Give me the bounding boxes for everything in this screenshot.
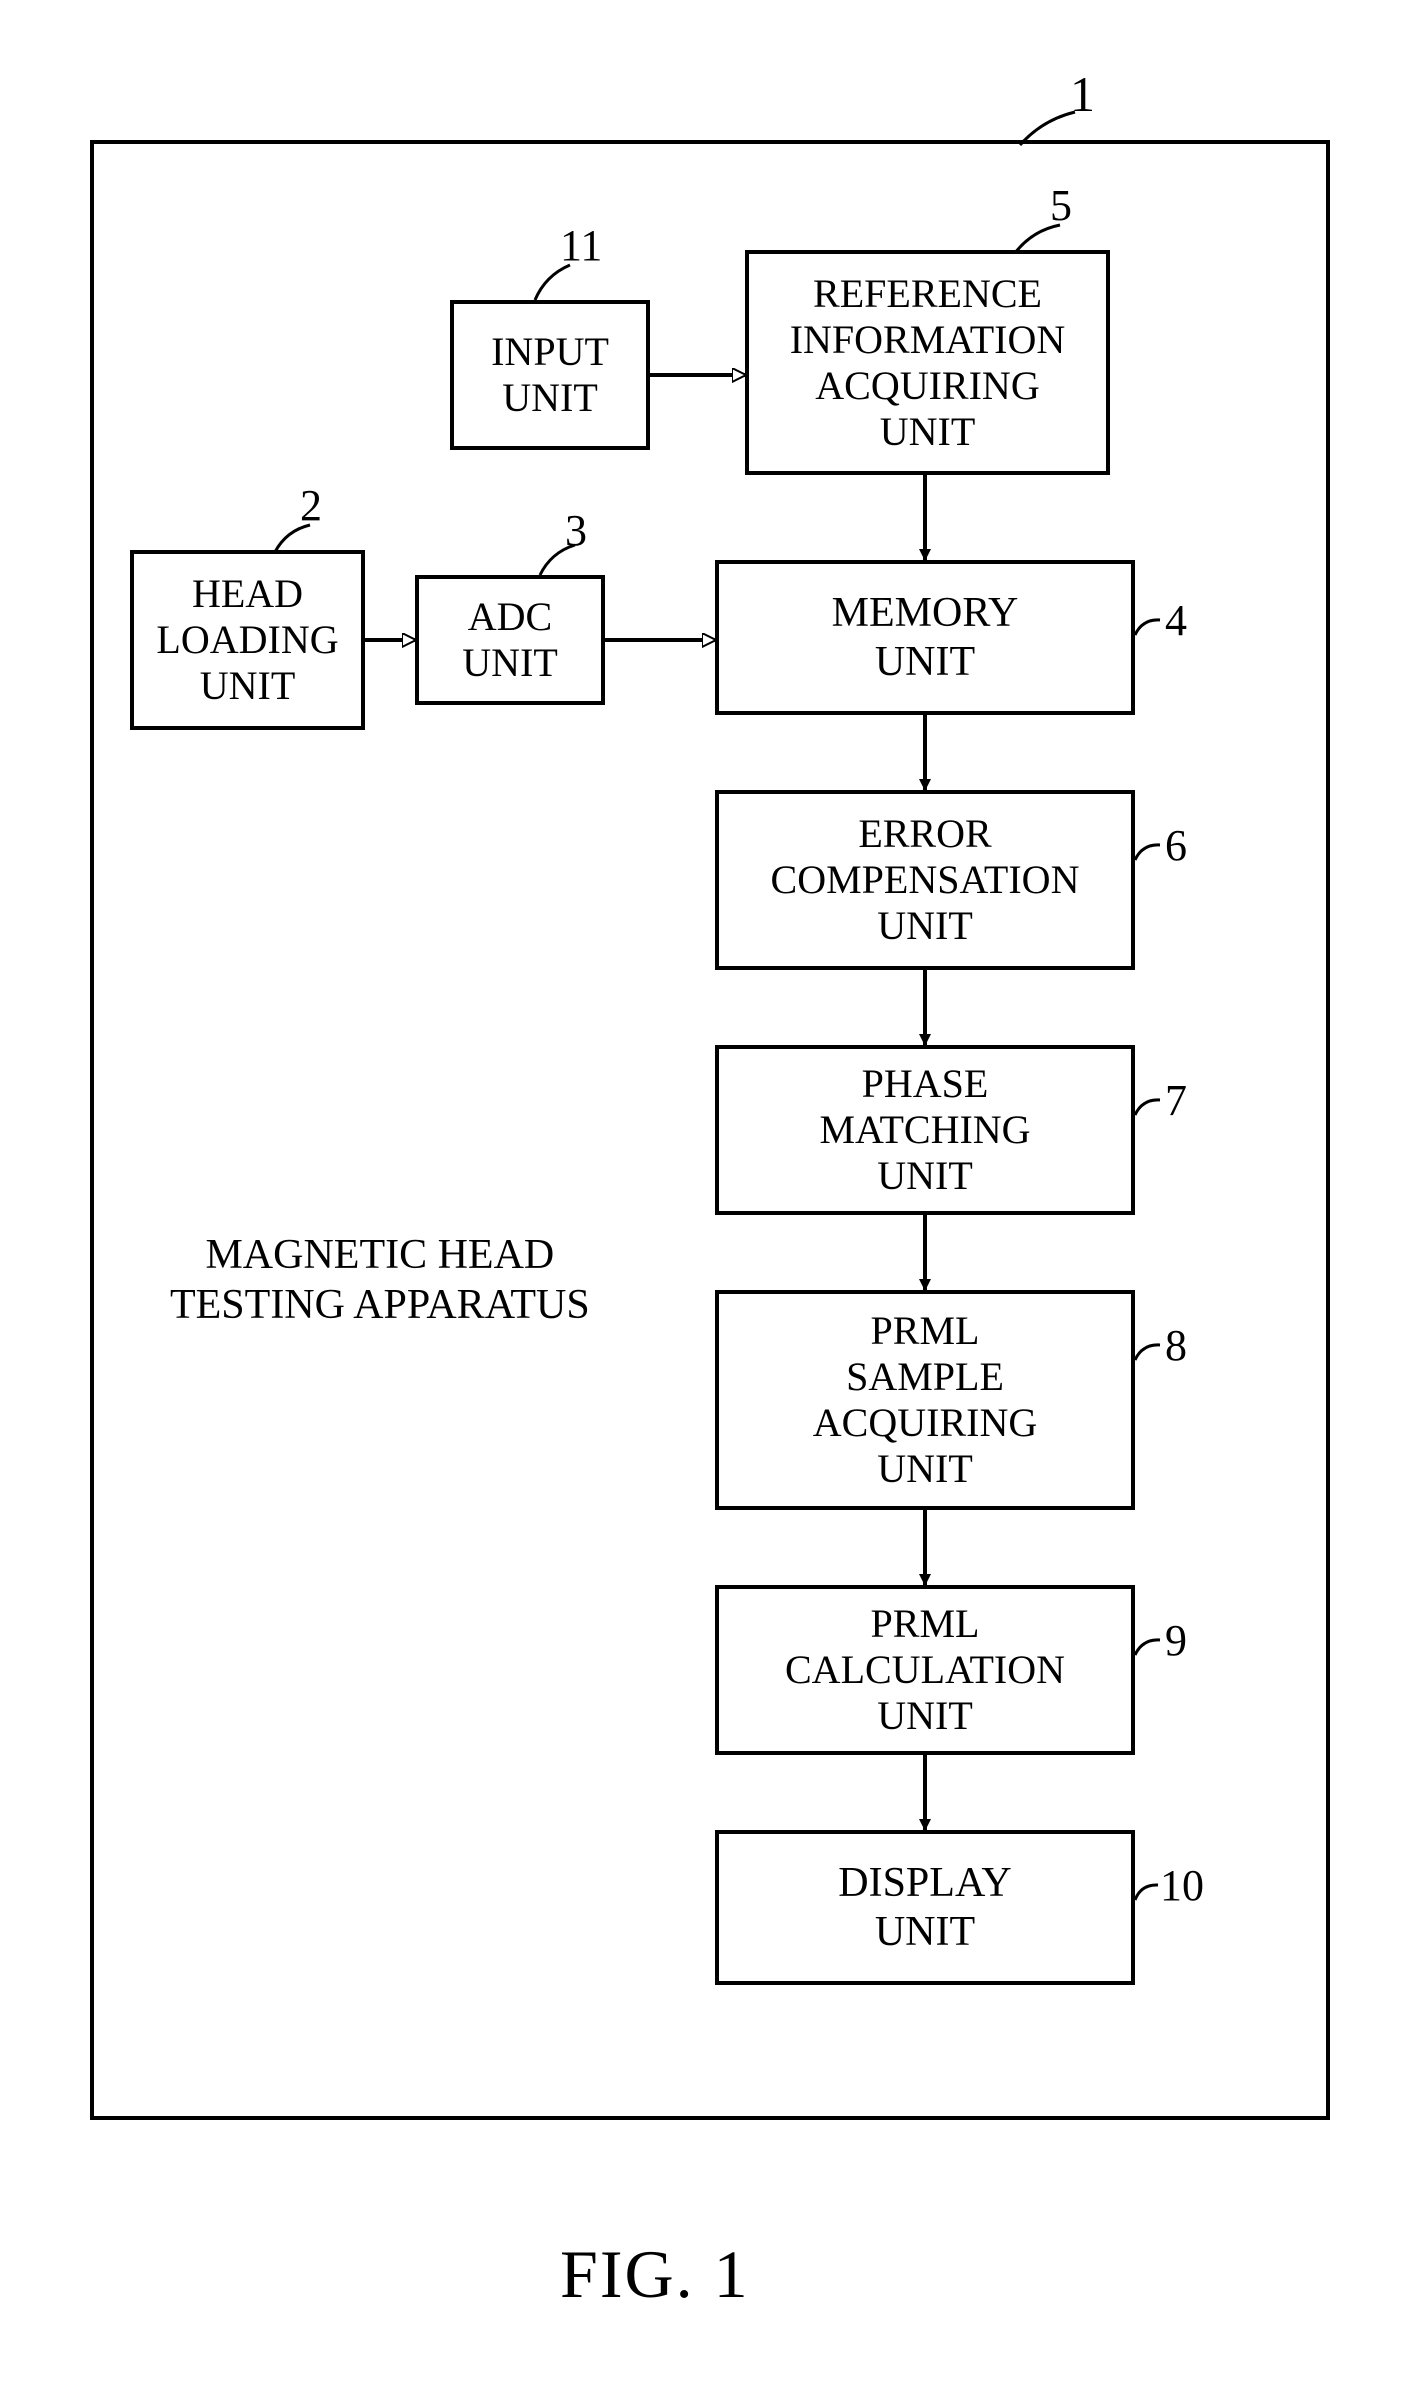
refnum-5: 5 [1050, 180, 1072, 231]
refnum-10: 10 [1160, 1860, 1204, 1911]
refnum-6: 6 [1165, 820, 1187, 871]
refnum-11: 11 [560, 220, 602, 271]
apparatus-label: MAGNETIC HEAD TESTING APPARATUS [170, 1230, 590, 1331]
block-label: DISPLAYUNIT [838, 1859, 1012, 1956]
block-head-loading-unit: HEADLOADINGUNIT [130, 550, 365, 730]
apparatus-label-line1: MAGNETIC HEAD [170, 1230, 590, 1280]
block-input-unit: INPUTUNIT [450, 300, 650, 450]
block-label: PRMLSAMPLEACQUIRINGUNIT [813, 1308, 1037, 1492]
block-label: ERRORCOMPENSATIONUNIT [771, 811, 1080, 949]
block-label: INPUTUNIT [491, 329, 609, 421]
refnum-4: 4 [1165, 595, 1187, 646]
refnum-1: 1 [1070, 65, 1095, 123]
outer-box [90, 140, 1330, 2120]
figure-caption: FIG. 1 [560, 2235, 750, 2314]
refnum-8: 8 [1165, 1320, 1187, 1371]
refnum-3: 3 [565, 505, 587, 556]
block-reference-info-acquiring-unit: REFERENCEINFORMATIONACQUIRINGUNIT [745, 250, 1110, 475]
block-label: HEADLOADINGUNIT [156, 571, 338, 709]
block-label: REFERENCEINFORMATIONACQUIRINGUNIT [790, 271, 1066, 455]
block-prml-calculation-unit: PRMLCALCULATIONUNIT [715, 1585, 1135, 1755]
block-label: PRMLCALCULATIONUNIT [785, 1601, 1065, 1739]
block-label: MEMORYUNIT [832, 589, 1019, 686]
refnum-9: 9 [1165, 1615, 1187, 1666]
block-label: ADCUNIT [462, 594, 558, 686]
block-prml-sample-acquiring-unit: PRMLSAMPLEACQUIRINGUNIT [715, 1290, 1135, 1510]
refnum-7: 7 [1165, 1075, 1187, 1126]
block-error-compensation-unit: ERRORCOMPENSATIONUNIT [715, 790, 1135, 970]
page: INPUTUNIT REFERENCEINFORMATIONACQUIRINGU… [0, 0, 1413, 2390]
block-memory-unit: MEMORYUNIT [715, 560, 1135, 715]
block-display-unit: DISPLAYUNIT [715, 1830, 1135, 1985]
refnum-2: 2 [300, 480, 322, 531]
apparatus-label-line2: TESTING APPARATUS [170, 1280, 590, 1330]
block-phase-matching-unit: PHASEMATCHINGUNIT [715, 1045, 1135, 1215]
block-adc-unit: ADCUNIT [415, 575, 605, 705]
block-label: PHASEMATCHINGUNIT [819, 1061, 1030, 1199]
